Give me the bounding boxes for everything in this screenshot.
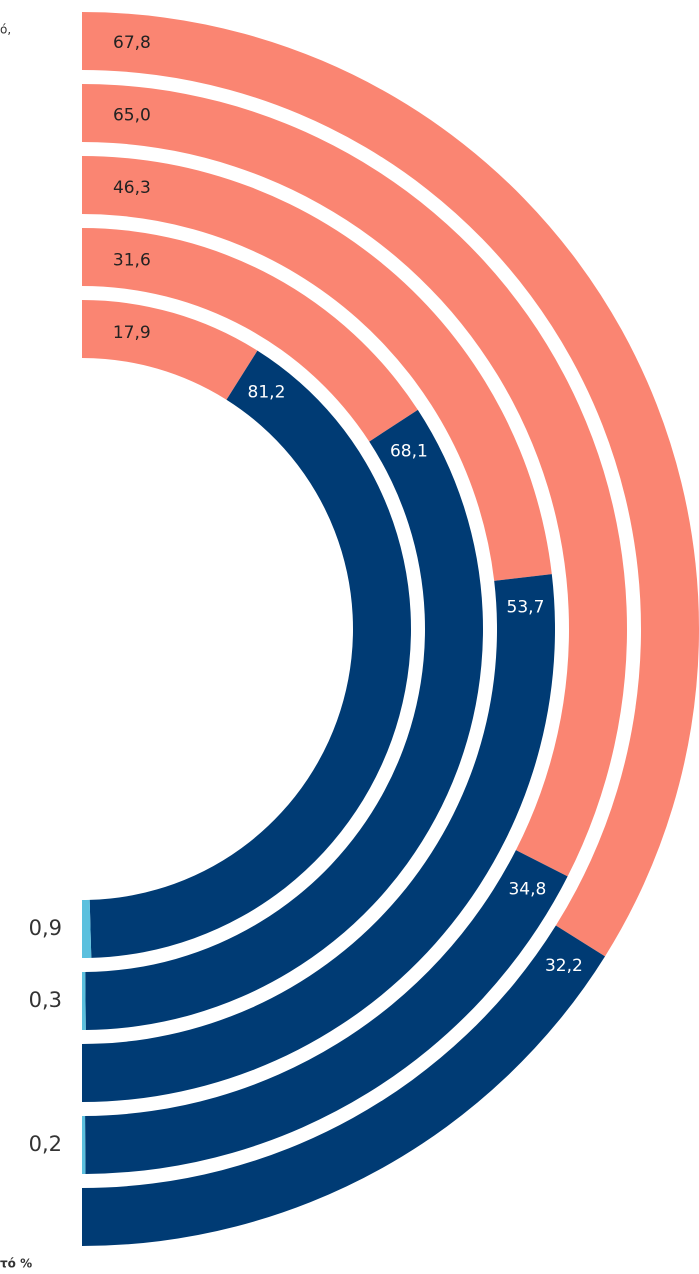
value-label: 46,3 — [113, 178, 151, 198]
ring-segment — [82, 300, 258, 400]
ring-segment — [82, 925, 606, 1246]
value-label: 34,8 — [508, 880, 546, 900]
value-label: 0,3 — [29, 988, 62, 1012]
ring-segment — [82, 574, 555, 1102]
ring-segment — [82, 12, 699, 957]
ring-segment — [85, 850, 568, 1174]
value-label: 31,6 — [113, 250, 151, 270]
value-label: 68,1 — [390, 442, 428, 462]
value-label: 53,7 — [507, 597, 545, 617]
ring-segment — [82, 156, 552, 581]
annotation: ό, — [0, 23, 11, 37]
annotation: τό % — [0, 1257, 32, 1271]
ring-segment — [82, 228, 418, 442]
value-label: 32,2 — [545, 956, 583, 976]
value-label: 17,9 — [113, 323, 151, 343]
ring-segment — [85, 409, 484, 1030]
value-label: 0,2 — [29, 1132, 62, 1156]
value-label: 67,8 — [113, 33, 151, 53]
ring-segment — [89, 350, 412, 958]
ring-segment — [82, 899, 92, 958]
value-label: 65,0 — [113, 105, 151, 125]
ring-segment — [82, 1115, 86, 1174]
ring-segment — [82, 971, 86, 1030]
value-label: 81,2 — [248, 382, 286, 402]
ring-segment — [82, 84, 627, 877]
value-label: 0,9 — [29, 916, 62, 940]
